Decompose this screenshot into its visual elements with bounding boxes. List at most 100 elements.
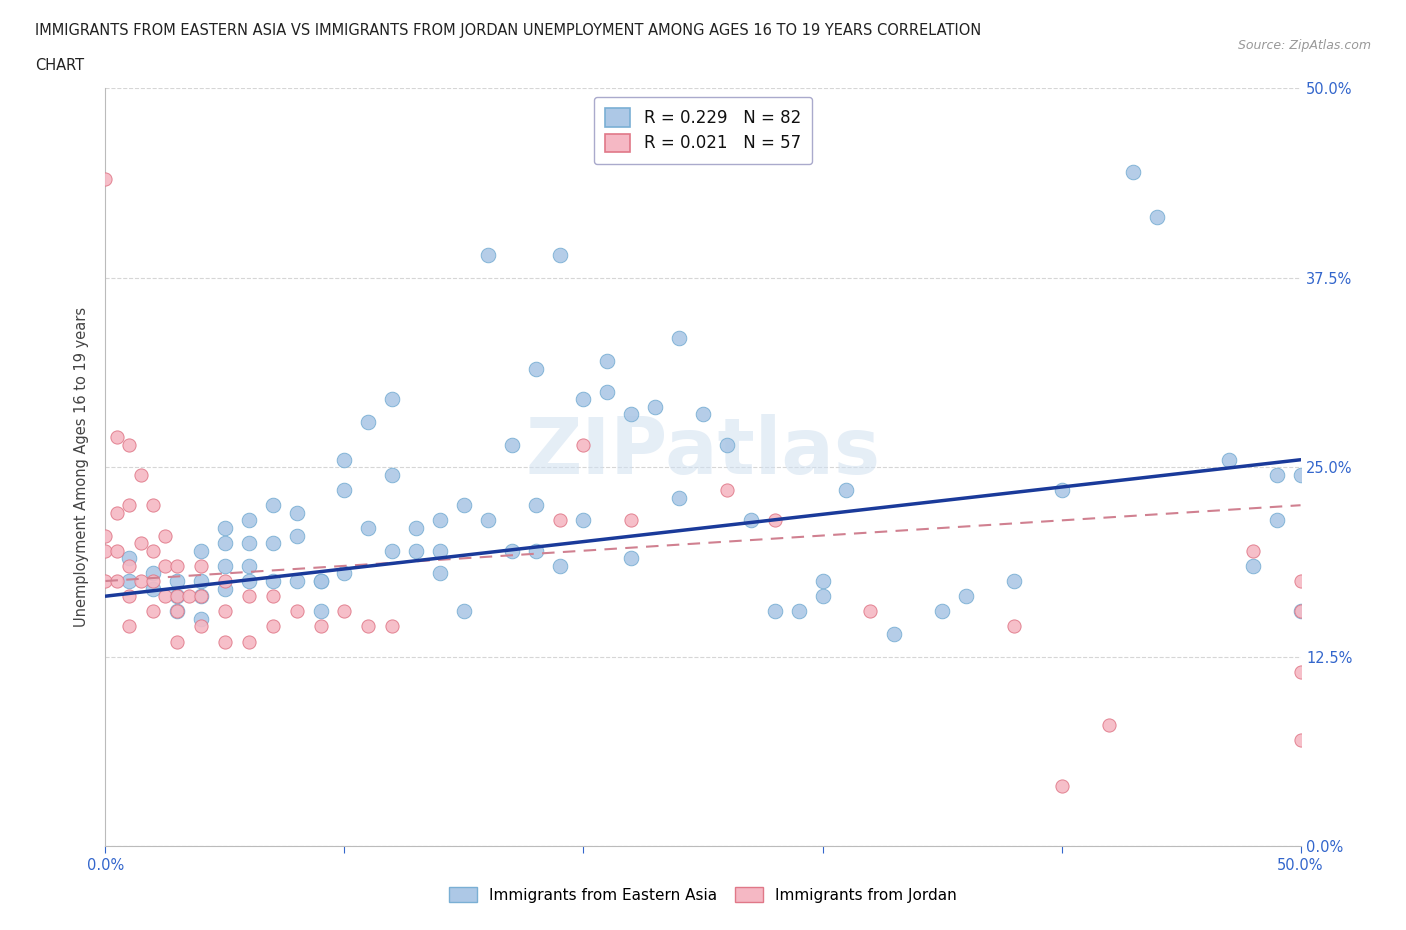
Point (238, 634, 260, 649)
Point (155, 528, 177, 543)
Point (429, 513, 451, 528)
Point (548, 558, 571, 573)
Point (1289, 604, 1312, 618)
Point (190, 619, 212, 634)
Point (262, 498, 284, 512)
Point (238, 513, 260, 528)
Point (214, 558, 236, 573)
Point (453, 604, 475, 618)
Point (142, 574, 165, 589)
Point (477, 513, 499, 528)
Point (166, 634, 188, 649)
Point (1289, 604, 1312, 618)
Point (1241, 543, 1264, 558)
Point (333, 566, 356, 581)
Point (129, 574, 153, 589)
Point (596, 353, 619, 368)
Point (262, 619, 284, 634)
Point (668, 331, 690, 346)
Point (787, 604, 810, 618)
Point (238, 558, 260, 573)
Point (333, 604, 356, 618)
Point (309, 574, 332, 589)
Point (501, 437, 523, 452)
Point (118, 498, 141, 512)
Point (142, 498, 165, 512)
Point (429, 543, 451, 558)
Point (763, 604, 786, 618)
Point (1289, 733, 1312, 748)
Point (118, 437, 141, 452)
Point (1265, 468, 1288, 483)
Point (190, 558, 212, 573)
Point (190, 589, 212, 604)
Point (118, 574, 141, 589)
Point (1002, 619, 1025, 634)
Point (1241, 558, 1264, 573)
Point (309, 604, 332, 618)
Point (883, 627, 905, 642)
Point (572, 513, 595, 528)
Point (238, 536, 260, 551)
Point (333, 452, 356, 467)
Point (1050, 483, 1073, 498)
Point (285, 604, 308, 618)
Point (357, 521, 380, 536)
Point (190, 589, 212, 604)
Point (453, 498, 475, 512)
Point (129, 536, 153, 551)
Point (309, 619, 332, 634)
Point (1265, 513, 1288, 528)
Point (405, 521, 427, 536)
Point (1098, 718, 1121, 733)
Point (214, 536, 236, 551)
Point (238, 574, 260, 589)
Point (524, 543, 547, 558)
Point (285, 528, 308, 543)
Point (238, 589, 260, 604)
Point (620, 513, 643, 528)
Point (668, 490, 690, 505)
Point (142, 581, 165, 596)
Point (166, 604, 188, 618)
Point (692, 406, 714, 421)
Point (107, 430, 129, 445)
Point (214, 574, 236, 589)
Point (94, 574, 117, 589)
Point (262, 589, 284, 604)
Point (262, 536, 284, 551)
Point (381, 543, 404, 558)
Point (214, 604, 236, 618)
Text: Source: ZipAtlas.com: Source: ZipAtlas.com (1237, 39, 1371, 52)
Point (1218, 452, 1240, 467)
Point (716, 437, 738, 452)
Point (179, 589, 201, 604)
Point (955, 589, 977, 604)
Point (931, 604, 953, 618)
Point (285, 505, 308, 520)
Point (381, 619, 404, 634)
Point (1289, 665, 1312, 680)
Point (214, 581, 236, 596)
Point (835, 483, 858, 498)
Point (118, 619, 141, 634)
Point (357, 415, 380, 430)
Point (811, 574, 834, 589)
Point (740, 513, 762, 528)
Text: CHART: CHART (35, 58, 84, 73)
Point (190, 574, 212, 589)
Point (1146, 210, 1168, 225)
Point (142, 566, 165, 581)
Point (214, 521, 236, 536)
Point (129, 468, 153, 483)
Point (859, 604, 882, 618)
Point (716, 483, 738, 498)
Point (142, 543, 165, 558)
Point (501, 543, 523, 558)
Point (107, 505, 129, 520)
Point (572, 392, 595, 406)
Point (118, 551, 141, 565)
Point (548, 513, 571, 528)
Point (262, 574, 284, 589)
Point (381, 392, 404, 406)
